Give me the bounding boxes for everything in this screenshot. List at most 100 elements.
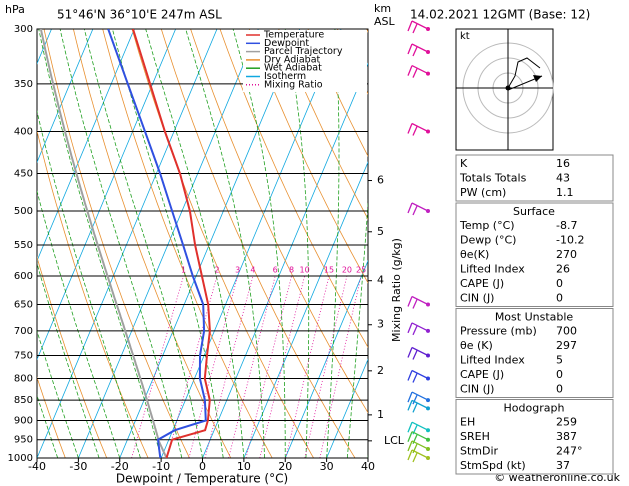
mixing-ratio-label: 6 [273, 265, 278, 274]
row-value: 5 [556, 354, 563, 367]
wind-barb [411, 346, 429, 357]
x-tick-label: -10 [152, 460, 170, 473]
panel-title: Hodograph [504, 402, 565, 415]
wind-barb [411, 295, 429, 306]
dry-adiabat [219, 29, 368, 348]
row-label: PW (cm) [460, 186, 506, 199]
dry-adiabat [102, 29, 273, 458]
wind-dot [426, 428, 430, 433]
wind-barb-flag [407, 431, 413, 442]
wind-barb-flag [407, 440, 413, 452]
row-value: 0 [556, 368, 563, 381]
wind-barb-flag [407, 65, 413, 76]
background-lines [0, 0, 368, 458]
y-tick-label: 400 [14, 127, 33, 138]
wind-dot [426, 328, 430, 333]
wind-dot [426, 209, 430, 214]
parcel-trajectory [39, 29, 168, 458]
wind-barb-flag [412, 394, 418, 405]
mixing-ratio-label: 2 [214, 265, 219, 274]
profile-line [107, 29, 207, 458]
mixing-ratio-label: 10 [300, 265, 310, 274]
row-value: 387 [556, 430, 577, 443]
y-tick-label: 650 [14, 300, 33, 311]
y-tick-label: 300 [14, 24, 33, 35]
wind-dot [426, 27, 430, 31]
wind-barb-flag [407, 391, 413, 403]
profiles [39, 29, 211, 458]
x-tick-label: -30 [69, 460, 87, 473]
row-value: -10.2 [556, 234, 584, 247]
wet-adiabat [37, 456, 38, 458]
row-label: θe(K) [460, 248, 489, 261]
row-label: CAPE (J) [460, 277, 504, 290]
wind-barb-flag [407, 296, 413, 307]
legend-label: Wet Adiabat [264, 63, 322, 74]
mixing-ratio-label: 8 [289, 265, 294, 274]
wet-adiabat [37, 109, 141, 458]
wind-barb-flag [407, 347, 413, 358]
wind-barb-flag [407, 449, 413, 461]
dry-adiabat [43, 29, 190, 458]
x-tick-label: 30 [320, 460, 334, 473]
row-value: 43 [556, 172, 570, 185]
wind-barb [411, 322, 429, 332]
row-label: θe (K) [460, 339, 493, 352]
km-unit: km [374, 2, 391, 15]
row-value: 270 [556, 248, 577, 261]
isotherm [326, 358, 368, 458]
wind-barb [411, 369, 429, 380]
y-tick-label: 700 [14, 326, 33, 337]
isotherm [37, 29, 94, 164]
profile-line [132, 29, 211, 458]
wind-barb-flag [407, 370, 413, 381]
row-label: StmSpd (kt) [460, 459, 526, 472]
wet-adiabat [37, 262, 100, 458]
dry-adiabat [160, 29, 356, 458]
dry-adiabat [0, 0, 24, 458]
row-value: 0 [556, 292, 563, 305]
legend-label: Dry Adiabat [264, 54, 321, 65]
wind-barb [411, 421, 429, 431]
isotherm [284, 259, 368, 458]
wind-dot [426, 456, 430, 460]
x-tick-label: 0 [199, 460, 206, 473]
row-label: Totals Totals [459, 172, 527, 185]
row-value: 16 [556, 157, 570, 170]
hodograph-unit: kt [460, 31, 470, 42]
mixing-ratio-label: 3 [235, 265, 240, 274]
row-label: Lifted Index [460, 263, 525, 276]
y-tick-label: 350 [14, 79, 33, 90]
wind-barb [411, 399, 429, 409]
legend-label: Parcel Trajectory [264, 46, 343, 57]
row-label: CAPE (J) [460, 368, 504, 381]
wet-adiabat [37, 329, 79, 458]
wind-barb-flag [407, 20, 413, 32]
wind-barb-flag [412, 68, 418, 78]
km-label: 5 [377, 225, 384, 238]
row-label: CIN (J) [460, 292, 494, 305]
x-axis-label: Dewpoint / Temperature (°C) [116, 472, 288, 486]
wind-barb [411, 202, 429, 212]
isotherm [243, 161, 368, 458]
wind-barb-flag [407, 123, 413, 134]
panel-box [455, 202, 614, 307]
wind-barb-flag [412, 325, 418, 336]
wind-dot [426, 446, 430, 451]
row-value: 259 [556, 416, 577, 429]
row-value: 700 [556, 325, 577, 338]
dry-adiabat [37, 376, 66, 458]
wind-barb-flag [407, 421, 413, 433]
wind-dot [426, 49, 430, 54]
row-label: SREH [460, 430, 490, 443]
row-label: Temp (°C) [459, 219, 515, 232]
x-tick-label: 20 [278, 460, 292, 473]
y-tick-label: 1000 [8, 453, 33, 464]
wind-dot [426, 129, 430, 134]
wet-adiabat [59, 29, 183, 458]
row-value: 26 [556, 263, 570, 276]
wind-barb-flag [412, 126, 418, 136]
km-label: 4 [377, 274, 384, 287]
wet-adiabat [185, 29, 265, 458]
isotherm [37, 29, 177, 361]
